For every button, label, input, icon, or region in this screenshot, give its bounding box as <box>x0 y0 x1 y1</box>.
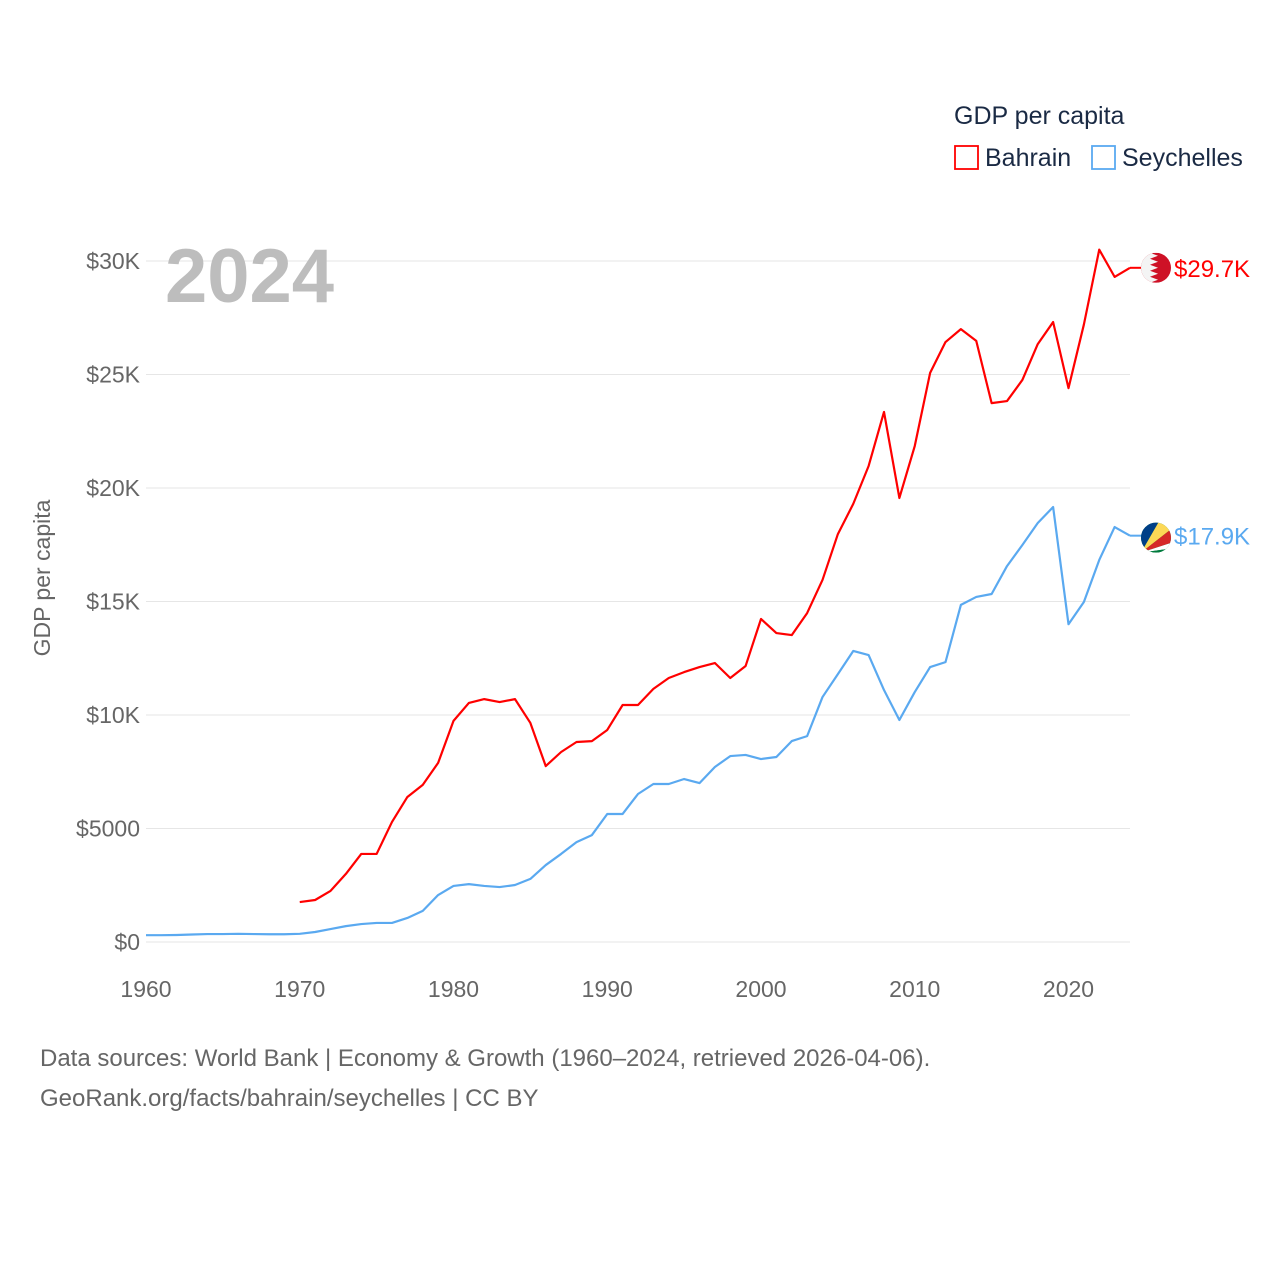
x-tick-label: 2000 <box>735 976 786 1002</box>
x-axis-ticks: 1960 1970 1980 1990 2000 2010 2020 <box>120 976 1094 1002</box>
x-tick-label: 2010 <box>889 976 940 1002</box>
y-tick-label: $15K <box>86 589 140 615</box>
y-tick-label: $0 <box>114 929 140 955</box>
x-tick-label: 1980 <box>428 976 479 1002</box>
x-tick-label: 1960 <box>120 976 171 1002</box>
series-line-seychelles <box>146 505 1131 937</box>
gridlines <box>146 260 1130 943</box>
legend-swatch <box>954 145 979 170</box>
legend-label: Seychelles <box>1122 144 1243 172</box>
x-tick-label: 2020 <box>1043 976 1094 1002</box>
y-tick-label: $25K <box>86 362 140 388</box>
x-tick-label: 1990 <box>582 976 633 1002</box>
footer-attribution[interactable]: GeoRank.org/facts/bahrain/seychelles | C… <box>40 1085 539 1112</box>
y-tick-label: $20K <box>86 475 140 501</box>
series-lines <box>145 248 1131 937</box>
legend-item-seychelles[interactable]: Seychelles <box>1091 144 1243 172</box>
series-end-labels: $29.7K $17.9K <box>1130 252 1250 553</box>
end-value-label-seychelles: $17.9K <box>1174 524 1250 551</box>
legend-title: GDP per capita <box>954 102 1125 130</box>
y-tick-label: $30K <box>86 248 140 274</box>
bahrain-flag-icon <box>1141 252 1171 283</box>
series-line-bahrain <box>299 248 1131 904</box>
footer-sources: Data sources: World Bank | Economy & Gro… <box>40 1045 931 1072</box>
y-axis-title: GDP per capita <box>29 499 55 656</box>
big-year-label: 2024 <box>165 234 334 319</box>
legend-label: Bahrain <box>985 144 1071 172</box>
y-axis-ticks: $0 $5000 $10K $15K $20K $25K $30K <box>76 248 141 955</box>
legend-item-bahrain[interactable]: Bahrain <box>954 144 1071 172</box>
legend[interactable]: GDP per capita Bahrain Seychelles <box>954 102 1243 172</box>
y-tick-label: $10K <box>86 702 140 728</box>
legend-swatch <box>1091 145 1116 170</box>
y-tick-label: $5000 <box>76 816 140 842</box>
end-value-label-bahrain: $29.7K <box>1174 256 1250 283</box>
x-tick-label: 1970 <box>274 976 325 1002</box>
